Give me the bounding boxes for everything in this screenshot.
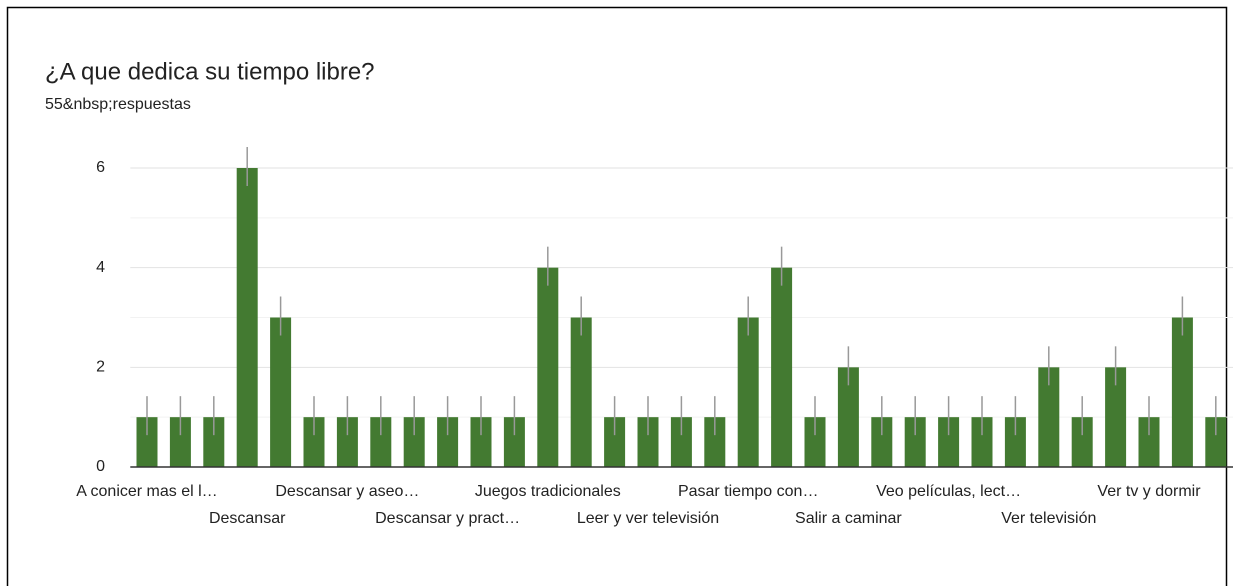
frame (6, 6, 1228, 586)
bar (1205, 417, 1227, 467)
bar (604, 417, 626, 467)
x-tick-label: Descansar y pract… (375, 510, 520, 527)
y-tick-label: 2 (96, 359, 105, 376)
x-tick-label: Leer y ver televisión (577, 510, 719, 527)
x-tick-label: Pasar tiempo con… (678, 483, 819, 500)
bar (470, 417, 492, 467)
bar (203, 417, 225, 467)
bar (771, 267, 793, 467)
bar (336, 417, 358, 467)
bar (537, 267, 559, 467)
bar (1071, 417, 1093, 467)
x-tick-label: Juegos tradicionales (475, 483, 621, 500)
x-tick-label: Ver tv y dormir (1097, 483, 1201, 500)
x-tick-label: Veo películas, lect… (876, 483, 1021, 500)
bar (1038, 367, 1060, 467)
bar (837, 367, 859, 467)
bar (570, 317, 592, 467)
bar (270, 317, 292, 467)
y-tick-label: 6 (96, 159, 105, 176)
bar (871, 417, 893, 467)
bar (136, 417, 158, 467)
bar (637, 417, 659, 467)
bar (737, 317, 759, 467)
bar (1105, 367, 1127, 467)
y-tick-label: 4 (96, 259, 105, 276)
y-tick-label: 0 (96, 458, 105, 475)
bar (169, 417, 191, 467)
bar (236, 168, 258, 467)
bar (437, 417, 459, 467)
bar (670, 417, 692, 467)
bar (503, 417, 525, 467)
chart-title: ¿A que dedica su tiempo libre? (45, 58, 375, 85)
bar (403, 417, 425, 467)
bar (1171, 317, 1193, 467)
x-tick-label: Descansar y aseo… (275, 483, 419, 500)
bar (938, 417, 960, 467)
chart-subtitle: 55&nbsp;respuestas (45, 96, 191, 113)
bar (303, 417, 325, 467)
bar (904, 417, 926, 467)
bar (971, 417, 993, 467)
bar (1004, 417, 1026, 467)
x-tick-label: A conicer mas el l… (76, 483, 217, 500)
x-tick-label: Ver televisión (1001, 510, 1096, 527)
x-tick-label: Salir a caminar (795, 510, 902, 527)
bar (704, 417, 726, 467)
x-tick-label: Descansar (209, 510, 286, 527)
bar (1138, 417, 1160, 467)
bar (804, 417, 826, 467)
bar (370, 417, 392, 467)
